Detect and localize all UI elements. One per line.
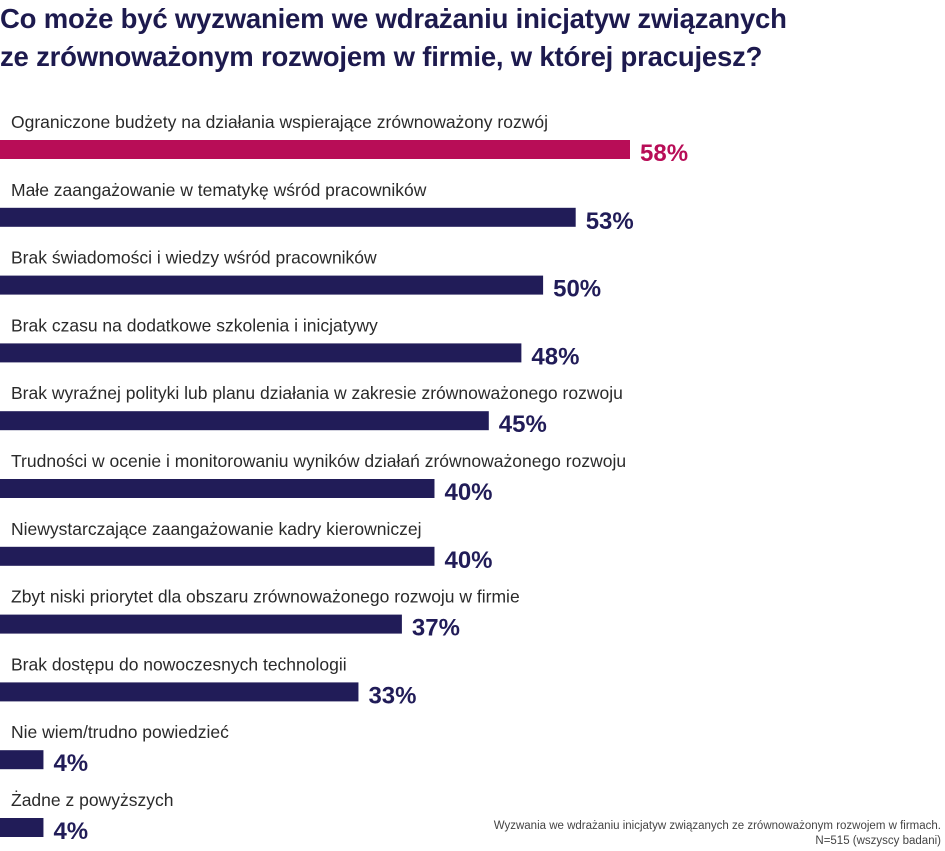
value-label: 45% bbox=[499, 411, 547, 438]
bar-row: Zbyt niski priorytet dla obszaru zrównow… bbox=[0, 587, 520, 642]
category-label: Nie wiem/trudno powiedzieć bbox=[11, 722, 229, 742]
value-label: 4% bbox=[53, 818, 88, 845]
value-label: 37% bbox=[412, 615, 460, 642]
bar bbox=[0, 750, 44, 770]
bar bbox=[0, 411, 489, 431]
bar bbox=[0, 207, 576, 227]
bar-row: Brak wyraźnej polityki lub planu działan… bbox=[0, 383, 623, 438]
chart-title-line-2: ze zrównoważonym rozwojem w firmie, w kt… bbox=[0, 41, 763, 72]
category-label: Małe zaangażowanie w tematykę wśród prac… bbox=[11, 180, 427, 200]
category-label: Żadne z powyższych bbox=[11, 790, 173, 810]
category-label: Ograniczone budżety na działania wspiera… bbox=[11, 112, 548, 132]
value-label: 50% bbox=[553, 276, 601, 303]
chart-title: Co może być wyzwaniem we wdrażaniu inicj… bbox=[0, 0, 940, 76]
bar-row: Niewystarczające zaangażowanie kadry kie… bbox=[0, 519, 493, 574]
bar-row: Brak świadomości i wiedzy wśród pracowni… bbox=[0, 248, 601, 303]
value-label: 58% bbox=[640, 140, 688, 167]
bar bbox=[0, 275, 544, 295]
bar-row: Brak czasu na dodatkowe szkolenia i inic… bbox=[0, 315, 579, 370]
bar-row: Trudności w ocenie i monitorowaniu wynik… bbox=[0, 451, 626, 506]
value-label: 40% bbox=[444, 547, 492, 574]
value-label: 4% bbox=[53, 750, 88, 777]
category-label: Brak dostępu do nowoczesnych technologii bbox=[11, 654, 347, 674]
category-label: Brak świadomości i wiedzy wśród pracowni… bbox=[11, 248, 377, 268]
category-label: Trudności w ocenie i monitorowaniu wynik… bbox=[11, 451, 626, 471]
value-label: 33% bbox=[368, 682, 416, 709]
bar-row: Brak dostępu do nowoczesnych technologii… bbox=[0, 654, 416, 709]
footnote-source: Wyzwania we wdrażaniu inicjatyw związany… bbox=[493, 820, 941, 832]
bar-row: Małe zaangażowanie w tematykę wśród prac… bbox=[0, 180, 634, 235]
bar bbox=[0, 818, 44, 837]
bar bbox=[0, 479, 435, 498]
category-label: Brak wyraźnej polityki lub planu działan… bbox=[11, 383, 623, 403]
category-label: Zbyt niski priorytet dla obszaru zrównow… bbox=[11, 587, 520, 607]
bar-row: Nie wiem/trudno powiedzieć 4% bbox=[0, 722, 229, 777]
bar bbox=[0, 343, 522, 363]
bar-row: Ograniczone budżety na działania wspiera… bbox=[0, 112, 688, 167]
chart-title-line-1: Co może być wyzwaniem we wdrażaniu inicj… bbox=[0, 3, 787, 34]
category-label: Niewystarczające zaangażowanie kadry kie… bbox=[11, 519, 421, 539]
value-label: 53% bbox=[586, 208, 634, 235]
value-label: 48% bbox=[531, 343, 579, 370]
bar bbox=[0, 614, 402, 634]
bar bbox=[0, 140, 630, 159]
value-label: 40% bbox=[444, 479, 492, 506]
bar bbox=[0, 682, 359, 702]
category-label: Brak czasu na dodatkowe szkolenia i inic… bbox=[11, 315, 378, 335]
footnote-sample: N=515 (wszyscy badani) bbox=[815, 835, 941, 847]
bar bbox=[0, 546, 435, 566]
footnote: Wyzwania we wdrażaniu inicjatyw związany… bbox=[494, 819, 941, 849]
bar-row: Żadne z powyższych 4% bbox=[0, 790, 173, 845]
